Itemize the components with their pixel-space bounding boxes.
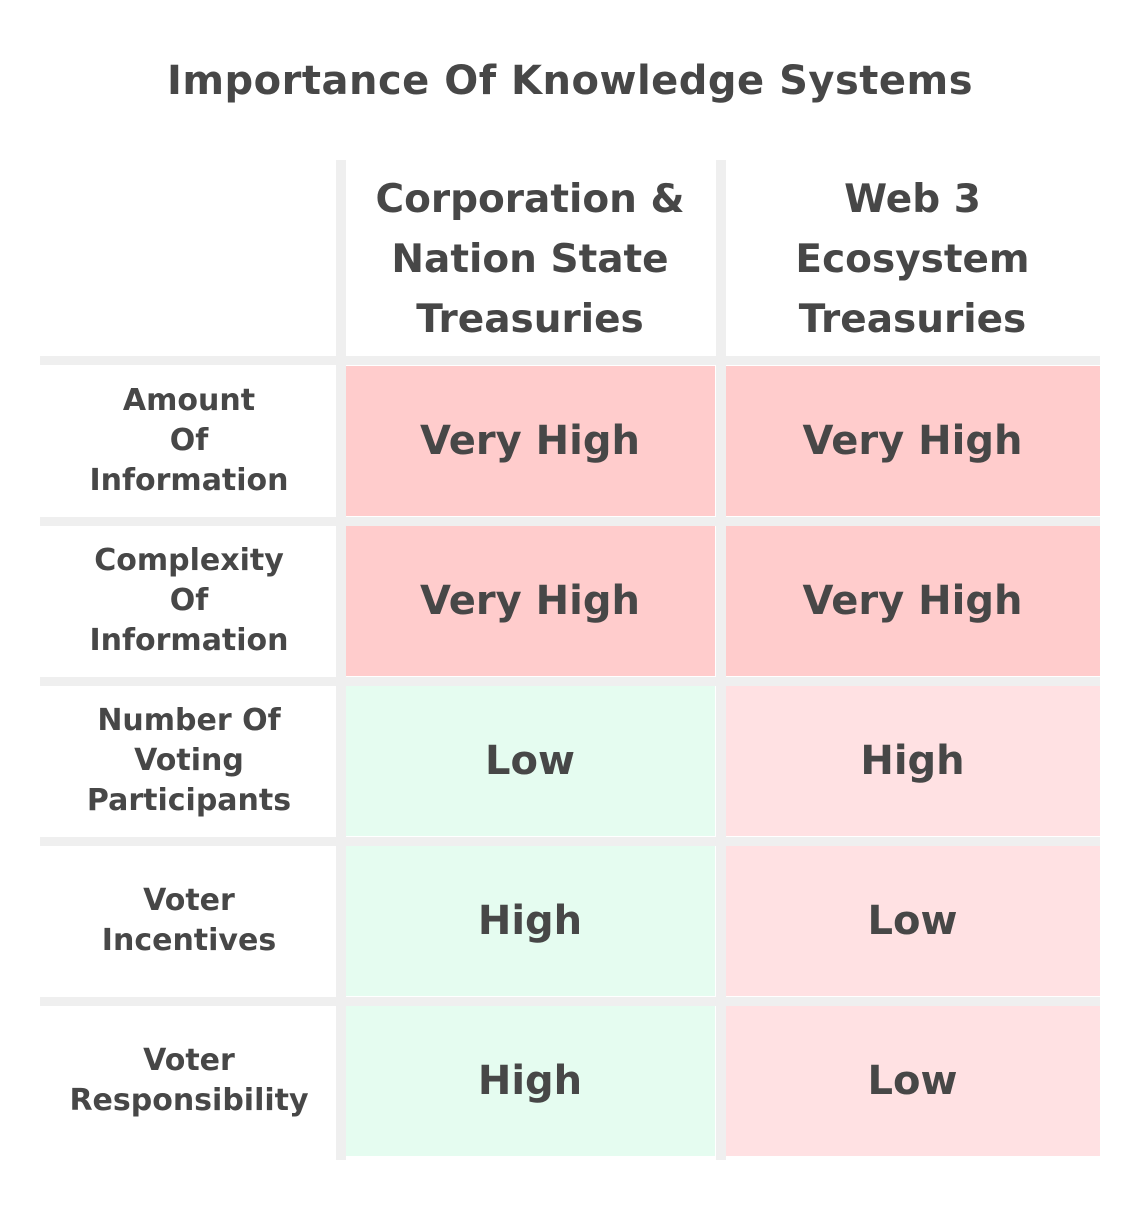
row-header-line: Participants	[86, 783, 292, 818]
table-cell: Very High	[725, 526, 1100, 676]
row-header-line: Of	[169, 423, 209, 458]
table-cell: High	[725, 686, 1100, 836]
grid-line-vertical	[716, 160, 726, 1160]
row-header-line: Voting	[134, 743, 244, 778]
row-header-line: Information	[89, 623, 289, 658]
table-cell: Very High	[345, 366, 715, 516]
table-cell: High	[345, 846, 715, 996]
row-header-line: Responsibility	[69, 1083, 309, 1118]
row-header-line: Amount	[122, 383, 256, 418]
table-cell: Very High	[725, 366, 1100, 516]
grid-line-horizontal	[40, 356, 1100, 365]
grid-line-horizontal	[40, 517, 1100, 526]
column-header-line: Ecosystem	[795, 237, 1030, 282]
table-cell: Low	[345, 686, 715, 836]
row-header-line: Number Of	[97, 703, 281, 738]
grid-line-vertical	[336, 160, 346, 1160]
table-cell: High	[345, 1006, 715, 1156]
column-header: Web 3 Ecosystem Treasuries	[725, 165, 1100, 355]
table-cell: Low	[725, 846, 1100, 996]
column-header-line: Nation State	[391, 237, 669, 282]
row-header-line: Voter	[143, 883, 235, 918]
row-header: Voter Responsibility	[40, 1006, 338, 1156]
column-header-line: Treasuries	[798, 297, 1027, 342]
column-header-line: Treasuries	[416, 297, 644, 342]
column-header: Corporation & Nation State Treasuries	[345, 165, 715, 355]
grid-line-horizontal	[40, 837, 1100, 846]
row-header: Number Of Voting Participants	[40, 686, 338, 836]
row-header-line: Complexity	[94, 543, 284, 578]
row-header-line: Voter	[143, 1043, 235, 1078]
row-header-line: Incentives	[101, 923, 277, 958]
row-header-line: Of	[169, 583, 209, 618]
row-header-line: Information	[89, 463, 289, 498]
row-header: Complexity Of Information	[40, 526, 338, 676]
row-header: Amount Of Information	[40, 366, 338, 516]
table-cell: Low	[725, 1006, 1100, 1156]
row-header: Voter Incentives	[40, 846, 338, 996]
grid-line-horizontal	[40, 677, 1100, 686]
chart-title: Importance Of Knowledge Systems	[166, 58, 974, 104]
table-cell: Very High	[345, 526, 715, 676]
column-header-line: Corporation &	[375, 177, 685, 222]
column-header-line: Web 3	[844, 177, 981, 222]
grid-line-horizontal	[40, 997, 1100, 1006]
